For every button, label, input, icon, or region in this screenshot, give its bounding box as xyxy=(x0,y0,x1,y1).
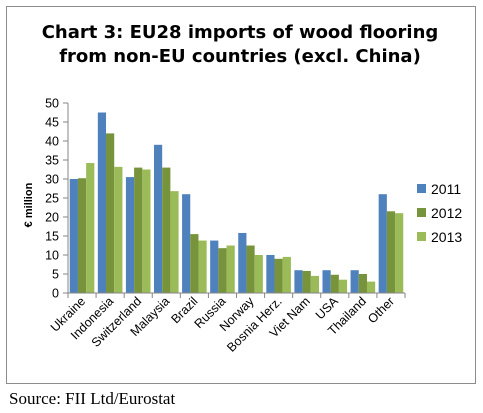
bar-2011-other xyxy=(378,194,387,293)
bar-2013-ukraine xyxy=(86,163,95,293)
legend: 2011 2012 2013 xyxy=(417,181,462,245)
plot-area: 05101520253035404550UkraineIndonesiaSwit… xyxy=(45,97,406,355)
bar-2011-bosnia-herz- xyxy=(266,255,275,293)
bar-2012-russia xyxy=(218,248,227,293)
bar-2013-viet-nam xyxy=(310,275,320,293)
legend-swatch-2012 xyxy=(417,208,426,217)
bar-2013-brazil xyxy=(198,240,207,293)
legend-label-2012: 2012 xyxy=(431,205,462,221)
bar-2013-usa xyxy=(338,279,348,293)
y-tick-label-45: 45 xyxy=(45,116,59,130)
y-tick-label-30: 30 xyxy=(45,173,59,187)
bar-2012-bosnia-herz- xyxy=(274,258,283,293)
legend-label-2011: 2011 xyxy=(431,181,461,197)
bar-2013-switzerland xyxy=(142,169,151,293)
legend-label-2013: 2013 xyxy=(431,229,462,245)
y-tick-label-25: 25 xyxy=(45,192,59,206)
bar-2012-malaysia xyxy=(162,167,171,293)
source-note: Source: FII Ltd/Eurostat xyxy=(9,389,176,408)
chart-title-line-2: from non-EU countries (excl. China) xyxy=(59,46,421,67)
x-tick-label-other: Other xyxy=(365,294,397,326)
bar-2012-thailand xyxy=(358,274,367,293)
bar-2011-viet-nam xyxy=(294,270,303,293)
y-tick-label-5: 5 xyxy=(52,268,59,282)
bar-2012-brazil xyxy=(190,234,199,293)
bar-2011-malaysia xyxy=(153,144,163,293)
bar-2012-usa xyxy=(330,274,339,293)
bar-2011-thailand xyxy=(350,270,359,293)
bar-2012-other xyxy=(386,211,396,293)
legend-swatch-2011 xyxy=(417,184,426,193)
bar-2013-thailand xyxy=(366,281,376,293)
y-tick-label-0: 0 xyxy=(52,287,59,301)
y-tick-label-35: 35 xyxy=(45,154,59,168)
bar-2013-bosnia-herz- xyxy=(282,256,291,293)
chart-title-line-1: Chart 3: EU28 imports of wood flooring xyxy=(42,22,439,43)
y-axis-label: € million xyxy=(23,182,35,227)
bar-2012-norway xyxy=(246,245,255,293)
bar-2013-norway xyxy=(254,255,263,293)
y-tick-label-15: 15 xyxy=(45,230,59,244)
y-tick-label-50: 50 xyxy=(45,97,59,111)
bar-2012-ukraine xyxy=(77,178,87,293)
bar-2012-indonesia xyxy=(106,133,115,293)
legend-swatch-2013 xyxy=(417,232,426,241)
bar-2013-russia xyxy=(226,245,235,293)
bar-2011-norway xyxy=(238,232,247,293)
chart-frame: Chart 3: EU28 imports of wood flooring f… xyxy=(6,6,476,384)
bar-2011-usa xyxy=(322,270,331,293)
bar-2011-russia xyxy=(210,240,219,293)
bar-2011-brazil xyxy=(182,194,191,293)
bar-2012-switzerland xyxy=(134,167,143,293)
chart-svg: Chart 3: EU28 imports of wood flooring f… xyxy=(23,22,462,355)
bar-2011-ukraine xyxy=(69,179,78,293)
y-tick-label-20: 20 xyxy=(45,211,59,225)
bar-2011-indonesia xyxy=(97,112,107,293)
bar-2012-viet-nam xyxy=(302,270,311,293)
y-tick-label-10: 10 xyxy=(45,249,59,263)
bar-2013-malaysia xyxy=(170,191,179,293)
bar-2013-other xyxy=(395,213,404,293)
bar-2013-indonesia xyxy=(114,166,123,293)
bar-2011-switzerland xyxy=(125,177,135,293)
y-tick-label-40: 40 xyxy=(45,135,59,149)
